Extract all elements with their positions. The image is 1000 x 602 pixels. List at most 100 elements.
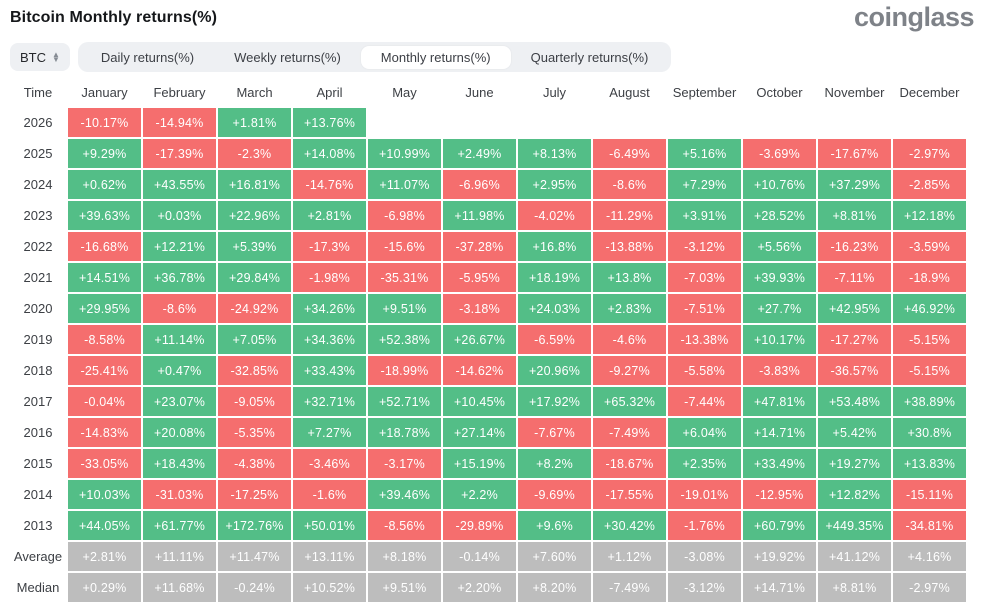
tab-daily[interactable]: Daily returns(%) [100,49,195,65]
return-cell: -5.35% [218,418,291,447]
return-cell: +19.92% [743,542,816,571]
return-cell: -6.98% [368,201,441,230]
symbol-selector[interactable]: BTC ▲ ▼ [10,43,70,71]
return-cell: -10.17% [68,108,141,137]
return-cell: -9.05% [218,387,291,416]
return-cell: -0.04% [68,387,141,416]
return-cell: +61.77% [143,511,216,540]
return-cell: -15.11% [893,480,966,509]
return-cell: +18.78% [368,418,441,447]
table-row: 2017 -0.04% +23.07% -9.05% +32.71% +52.71% +10… [10,387,990,416]
return-cell: -24.92% [218,294,291,323]
return-cell: +9.51% [368,573,441,602]
table-row: 2022 -16.68% +12.21% +5.39% -17.3% -15.6% -37.… [10,232,990,261]
return-cell: +7.05% [218,325,291,354]
row-label: Average [13,549,63,564]
table-row: 2023 +39.63% +0.03% +22.96% +2.81% -6.98% +11.… [10,201,990,230]
row-label: 2015 [23,456,53,471]
row-label: 2018 [23,363,53,378]
return-cell: -37.28% [443,232,516,261]
return-cell: +9.29% [68,139,141,168]
return-cell: +1.81% [218,108,291,137]
return-cell: -4.6% [593,325,666,354]
table-row: Average +2.81% +11.11% +11.47% +13.11% +8.18%… [10,542,990,571]
return-cell: +19.27% [818,449,891,478]
return-cell: +36.78% [143,263,216,292]
row-label: 2013 [23,518,53,533]
return-cell: -3.69% [743,139,816,168]
column-header: March [236,84,273,100]
return-cell: +0.47% [143,356,216,385]
return-cell: +29.95% [68,294,141,323]
row-label: 2017 [23,394,53,409]
return-cell: -3.08% [668,542,741,571]
return-cell: +11.47% [218,542,291,571]
return-cell: +11.98% [443,201,516,230]
table-row: 2015 -33.05% +18.43% -4.38% -3.46% -3.17% +15.… [10,449,990,478]
return-cell: +20.08% [143,418,216,447]
row-label: 2025 [23,146,53,161]
return-cell: +27.7% [743,294,816,323]
return-cell: -4.02% [518,201,591,230]
column-header: July [542,84,567,100]
return-cell: +2.81% [293,201,366,230]
return-cell: -3.83% [743,356,816,385]
return-cell: -16.23% [818,232,891,261]
return-cell: +12.18% [893,201,966,230]
row-label: Median [16,580,60,595]
return-cell: -5.15% [893,356,966,385]
return-cell: +0.29% [68,573,141,602]
return-cell: -6.96% [443,170,516,199]
empty-cell [518,108,591,137]
return-cell: -9.69% [518,480,591,509]
return-cell: +8.18% [368,542,441,571]
return-cell: +41.12% [818,542,891,571]
return-cell: +18.19% [518,263,591,292]
return-cell: -35.31% [368,263,441,292]
empty-cell [818,108,891,137]
row-label: 2020 [23,301,53,316]
return-cell: +13.8% [593,263,666,292]
return-cell: +2.95% [518,170,591,199]
return-cell: -2.97% [893,139,966,168]
return-cell: +8.81% [818,573,891,602]
return-cell: -7.49% [593,418,666,447]
return-cell: +28.52% [743,201,816,230]
tab-quarterly[interactable]: Quarterly returns(%) [530,49,649,65]
return-cell: +60.79% [743,511,816,540]
return-cell: +39.93% [743,263,816,292]
empty-cell [368,108,441,137]
return-cell: -3.17% [368,449,441,478]
return-cell: +12.21% [143,232,216,261]
return-cell: +65.32% [593,387,666,416]
return-cell: +14.71% [743,418,816,447]
row-label: 2023 [23,208,53,223]
tab-weekly[interactable]: Weekly returns(%) [234,49,341,65]
return-cell: +10.45% [443,387,516,416]
return-cell: +172.76% [218,511,291,540]
return-cell: -2.97% [893,573,966,602]
return-cell: +20.96% [518,356,591,385]
return-cell: -17.3% [293,232,366,261]
return-cell: -17.55% [593,480,666,509]
return-cell: +11.07% [368,170,441,199]
table-row: Median +0.29% +11.68% -0.24% +10.52% +9.51% +2… [10,573,990,602]
table-row: 2014 +10.03% -31.03% -17.25% -1.6% +39.46% +2.… [10,480,990,509]
column-header: May [392,84,417,100]
return-cell: +5.42% [818,418,891,447]
row-label: 2022 [23,239,53,254]
return-cell: +10.03% [68,480,141,509]
return-cell: +16.8% [518,232,591,261]
tab-monthly[interactable]: Monthly returns(%) [360,45,511,69]
return-cell: +22.96% [218,201,291,230]
table-row: 2024 +0.62% +43.55% +16.81% -14.76% +11.07% -6… [10,170,990,199]
return-cell: -25.41% [68,356,141,385]
return-cell: +15.19% [443,449,516,478]
return-cell: +18.43% [143,449,216,478]
row-label: 2021 [23,270,53,285]
return-cell: -3.18% [443,294,516,323]
return-cell: -32.85% [218,356,291,385]
return-cell: +14.08% [293,139,366,168]
return-cell: -15.6% [368,232,441,261]
return-cell: -18.99% [368,356,441,385]
